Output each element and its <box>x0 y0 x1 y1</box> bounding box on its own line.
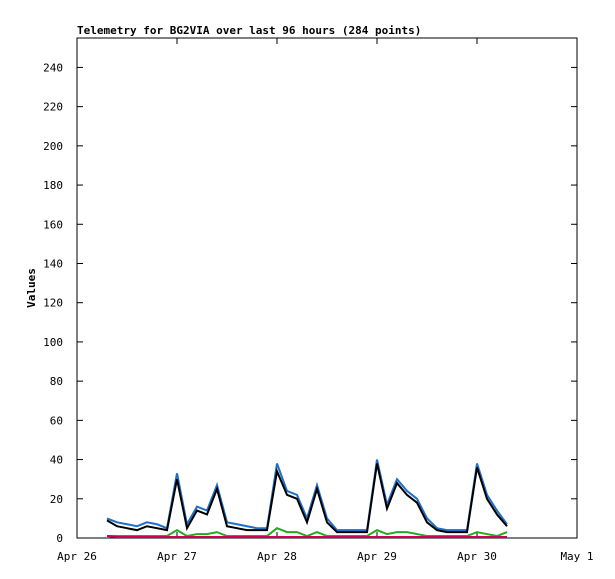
y-tick-label: 200 <box>43 140 63 153</box>
y-tick-label: 220 <box>43 101 63 114</box>
y-axis-label: Values <box>25 268 38 308</box>
y-tick-label: 140 <box>43 257 63 270</box>
x-tick-label: Apr 26 <box>57 550 97 563</box>
y-tick-label: 40 <box>50 454 63 467</box>
y-tick-label: 80 <box>50 375 63 388</box>
x-tick-label: Apr 30 <box>457 550 497 563</box>
x-tick-label: Apr 29 <box>357 550 397 563</box>
y-tick-label: 240 <box>43 61 63 74</box>
y-tick-label: 0 <box>56 532 63 545</box>
x-tick-label: May 1 <box>560 550 593 563</box>
y-tick-label: 160 <box>43 218 63 231</box>
x-tick-label: Apr 27 <box>157 550 197 563</box>
series-line <box>106 463 508 534</box>
y-tick-label: 60 <box>50 414 63 427</box>
y-tick-label: 100 <box>43 336 63 349</box>
y-tick-label: 20 <box>50 493 63 506</box>
plot-frame <box>76 37 578 539</box>
x-tick-label: Apr 28 <box>257 550 297 563</box>
chart-title: Telemetry for BG2VIA over last 96 hours … <box>77 24 421 37</box>
y-tick-label: 120 <box>43 297 63 310</box>
y-tick-label: 180 <box>43 179 63 192</box>
series-line <box>106 535 507 539</box>
